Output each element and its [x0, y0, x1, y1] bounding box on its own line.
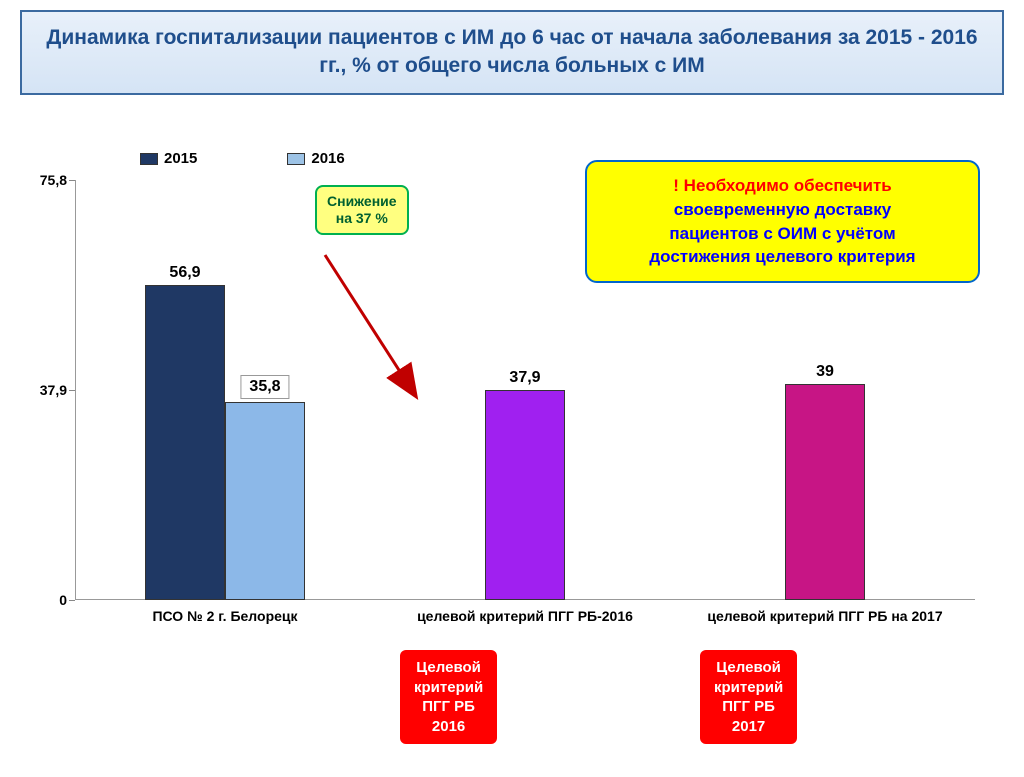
bar-value-label: 37,9 [509, 369, 540, 391]
y-tick-label: 75,8 [40, 172, 67, 188]
bar: 56,9 [145, 285, 225, 600]
x-category-label: ПСО № 2 г. Белорецк [75, 600, 375, 624]
target-2017-box: Целевой критерий ПГГ РБ 2017 [700, 650, 797, 744]
callout-line: достижения целевого критерия [603, 245, 962, 269]
bar-value-label: 35,8 [240, 375, 289, 399]
callout-line: своевременную доставку [603, 198, 962, 222]
x-category-label: целевой критерий ПГГ РБ на 2017 [675, 600, 975, 624]
bar-value-label: 39 [816, 363, 834, 385]
legend: 2015 2016 [140, 150, 345, 167]
legend-swatch-2016 [287, 153, 305, 165]
y-tick-label: 0 [59, 592, 67, 608]
chart-title: Динамика госпитализации пациентов с ИМ д… [42, 24, 982, 81]
decrease-callout-text: Снижение на 37 % [327, 193, 397, 226]
bar: 39 [785, 384, 865, 600]
y-tick-label: 37,9 [40, 382, 67, 398]
decrease-callout: Снижение на 37 % [315, 185, 409, 235]
callout-line: ! Необходимо обеспечить [603, 174, 962, 198]
callout-line: пациентов с ОИМ с учётом [603, 222, 962, 246]
bar: 35,8 [225, 402, 305, 600]
target-2016-text: Целевой критерий ПГГ РБ 2016 [414, 659, 483, 735]
warning-callout: ! Необходимо обеспечитьсвоевременную дос… [585, 160, 980, 283]
target-2017-text: Целевой критерий ПГГ РБ 2017 [714, 659, 783, 735]
y-axis: 037,975,8 [20, 180, 75, 600]
legend-item-2016: 2016 [287, 150, 344, 167]
legend-label-2016: 2016 [311, 150, 344, 167]
y-axis-line [75, 180, 76, 600]
bar: 37,9 [485, 390, 565, 600]
x-category-label: целевой критерий ПГГ РБ-2016 [375, 600, 675, 624]
chart-container: 2015 2016 037,975,8 56,935,837,939 ПСО №… [20, 140, 1004, 720]
x-axis-labels: ПСО № 2 г. Белорецкцелевой критерий ПГГ … [75, 600, 975, 624]
target-2016-box: Целевой критерий ПГГ РБ 2016 [400, 650, 497, 744]
legend-label-2015: 2015 [164, 150, 197, 167]
chart-title-box: Динамика госпитализации пациентов с ИМ д… [20, 10, 1004, 95]
legend-item-2015: 2015 [140, 150, 197, 167]
bar-value-label: 56,9 [169, 264, 200, 286]
legend-swatch-2015 [140, 153, 158, 165]
